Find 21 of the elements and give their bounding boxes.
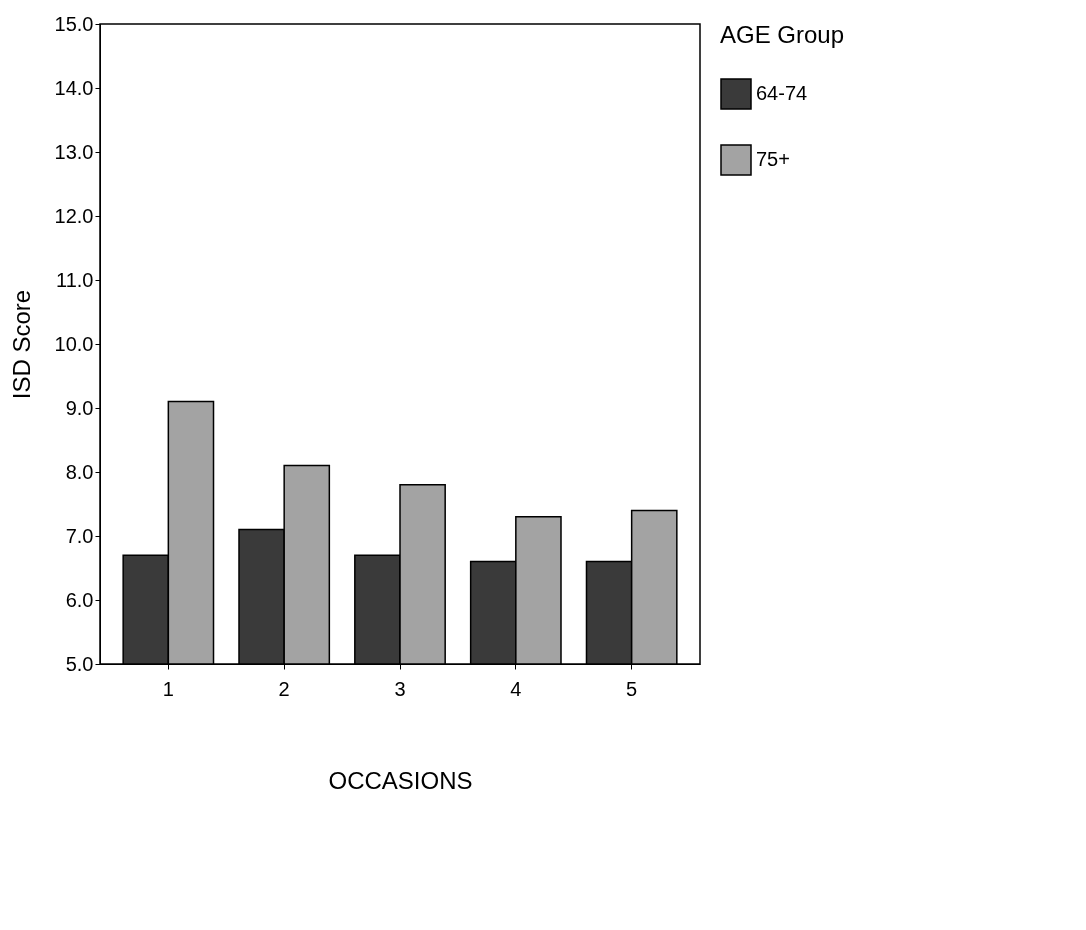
x-tick-label: 4 [510, 677, 522, 700]
y-tick-label: 10.0 [54, 332, 94, 355]
x-tick-label: 2 [278, 677, 290, 700]
y-tick-label: 11.0 [56, 268, 94, 291]
y-tick-label: 9.0 [65, 396, 94, 419]
y-axis-title: ISD Score [7, 289, 35, 400]
y-tick-label: 5.0 [65, 652, 94, 675]
legend-label: 64-74 [756, 82, 808, 104]
y-tick-label: 8.0 [65, 460, 94, 483]
x-tick-label: 1 [162, 677, 174, 700]
y-tick-label: 14.0 [54, 76, 94, 99]
x-tick-label: 3 [394, 677, 406, 700]
legend-label: 75+ [756, 148, 790, 170]
y-tick-label: 7.0 [65, 524, 94, 547]
x-axis-title: OCCASIONS [328, 766, 473, 794]
y-tick-label: 12.0 [54, 204, 94, 227]
legend-title: AGE Group [720, 21, 845, 48]
x-tick-label: 5 [626, 677, 638, 700]
y-tick-label: 13.0 [54, 140, 94, 163]
y-tick-label: 15.0 [54, 12, 94, 35]
y-tick-label: 6.0 [65, 588, 94, 611]
